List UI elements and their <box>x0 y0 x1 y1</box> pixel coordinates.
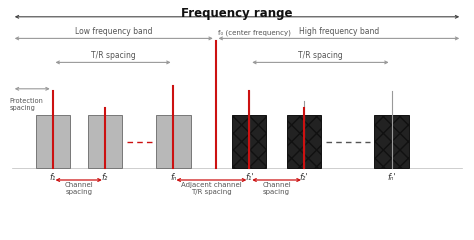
Text: T/R spacing: T/R spacing <box>298 51 343 60</box>
Text: f₁: f₁ <box>49 173 56 182</box>
Text: fₙ: fₙ <box>170 173 177 182</box>
Bar <box>88 115 122 168</box>
Text: High frequency band: High frequency band <box>299 27 379 36</box>
Text: T/R spacing: T/R spacing <box>91 51 136 60</box>
Text: Channel
spacing: Channel spacing <box>64 182 93 195</box>
Text: Adjacent channel
T/R spacing: Adjacent channel T/R spacing <box>181 182 242 195</box>
Bar <box>156 115 191 168</box>
Bar <box>374 115 409 168</box>
Text: f₂': f₂' <box>300 173 308 182</box>
Text: Low frequency band: Low frequency band <box>75 27 153 36</box>
Text: f₁': f₁' <box>245 173 254 182</box>
Text: f₀ (center frequency): f₀ (center frequency) <box>218 30 291 36</box>
Text: fₙ': fₙ' <box>387 173 396 182</box>
Bar <box>287 115 321 168</box>
Text: Frequency range: Frequency range <box>181 7 293 20</box>
Text: f₂: f₂ <box>101 173 108 182</box>
Bar <box>232 115 266 168</box>
Text: Protection
spacing: Protection spacing <box>9 98 43 111</box>
Bar <box>36 115 70 168</box>
Text: Channel
spacing: Channel spacing <box>262 182 291 195</box>
